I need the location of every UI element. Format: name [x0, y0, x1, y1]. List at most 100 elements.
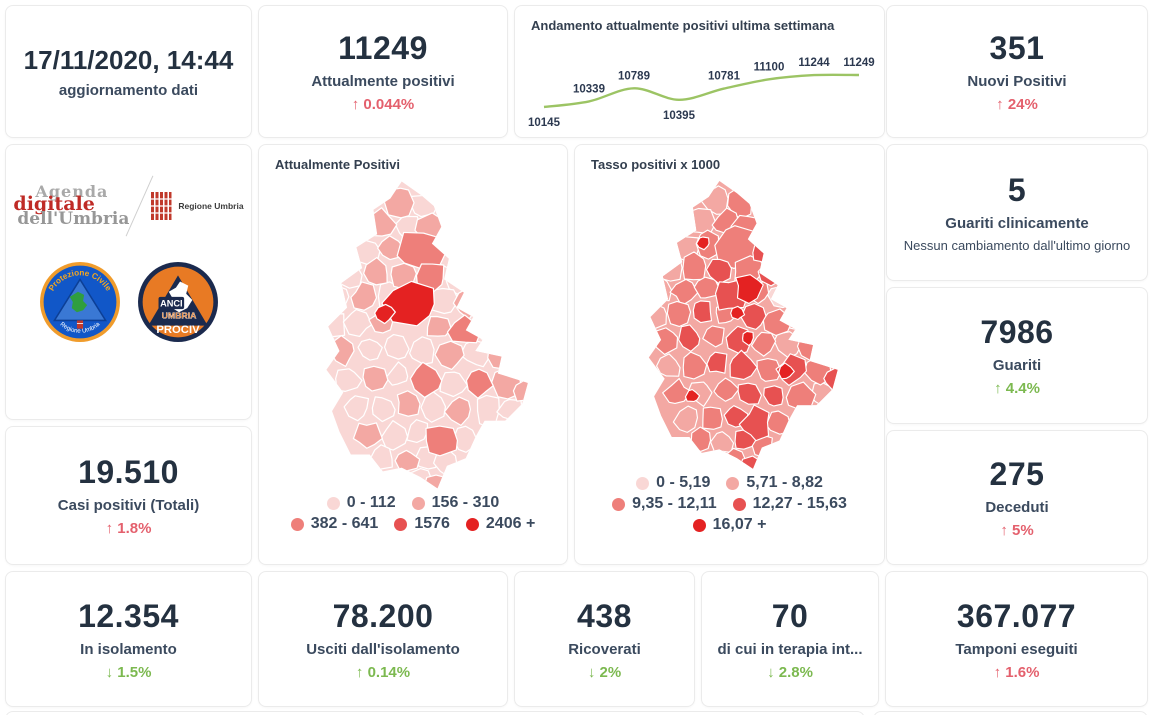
- municipality-region[interactable]: [733, 429, 756, 450]
- terapia-intensiva-trend: ↓ 2.8%: [767, 664, 813, 681]
- municipality-region[interactable]: [424, 474, 447, 493]
- municipality-region[interactable]: [741, 330, 754, 347]
- anci-umbria-text: UMBRIA: [161, 310, 197, 320]
- municipality-region[interactable]: [692, 300, 712, 324]
- legend-item[interactable]: 16,07 +: [692, 516, 766, 534]
- legend-dot: [636, 476, 650, 490]
- municipality-region[interactable]: [443, 396, 472, 427]
- municipality-region[interactable]: [487, 343, 512, 369]
- municipality-region[interactable]: [476, 394, 500, 429]
- municipality-region[interactable]: [777, 362, 795, 380]
- legend-dot: [290, 517, 304, 531]
- municipality-region[interactable]: [425, 425, 459, 457]
- municipality-region[interactable]: [739, 455, 763, 474]
- municipality-region[interactable]: [755, 358, 782, 382]
- municipality-region[interactable]: [374, 303, 396, 325]
- municipality-region[interactable]: [729, 305, 745, 321]
- casi-totali-trend: ↑ 1.8%: [106, 520, 152, 537]
- trend-data-label: 10781: [708, 71, 741, 83]
- municipality-region[interactable]: [729, 349, 758, 381]
- legend-label: 12,27 - 15,63: [752, 495, 847, 512]
- municipality-region[interactable]: [734, 274, 764, 305]
- municipality-region[interactable]: [701, 406, 723, 430]
- municipality-region[interactable]: [396, 231, 447, 270]
- municipality-region[interactable]: [751, 237, 774, 263]
- municipality-region[interactable]: [465, 368, 494, 399]
- legend-item[interactable]: 1576: [394, 515, 450, 533]
- map-tasso-positivi[interactable]: [604, 174, 856, 474]
- municipality-region[interactable]: [371, 396, 396, 423]
- municipality-region[interactable]: [705, 258, 732, 285]
- municipality-region[interactable]: [363, 256, 388, 286]
- municipality-region[interactable]: [343, 395, 370, 422]
- municipality-region[interactable]: [661, 377, 692, 404]
- municipality-region[interactable]: [350, 281, 378, 311]
- anci-prociv-logo: ANCI UMBRIA PROCIV: [137, 262, 218, 342]
- legend-dot: [732, 497, 746, 511]
- municipality-region[interactable]: [705, 351, 727, 374]
- municipality-region[interactable]: [323, 285, 350, 312]
- legend-item[interactable]: 5,71 - 8,82: [726, 474, 823, 492]
- municipality-region[interactable]: [672, 405, 698, 433]
- municipality-region[interactable]: [682, 351, 707, 380]
- municipality-region[interactable]: [822, 367, 845, 391]
- municipality-region[interactable]: [406, 419, 429, 444]
- municipality-region[interactable]: [357, 338, 383, 361]
- municipality-region[interactable]: [335, 368, 363, 393]
- municipality-region[interactable]: [693, 276, 721, 299]
- municipality-region[interactable]: [381, 280, 435, 327]
- arrow-down-icon: ↓: [105, 663, 114, 681]
- municipality-region[interactable]: [409, 336, 435, 365]
- legend-label: 0 - 5,19: [656, 474, 711, 491]
- guariti-trend: ↑ 4.4%: [994, 380, 1040, 397]
- municipality-region[interactable]: [712, 377, 739, 402]
- municipality-region[interactable]: [426, 315, 452, 337]
- tamponi-value: 367.077: [956, 597, 1077, 634]
- municipality-region[interactable]: [701, 325, 725, 348]
- legend-item[interactable]: 12,27 - 15,63: [732, 495, 847, 513]
- trend-data-label: 10145: [528, 117, 561, 129]
- municipality-region[interactable]: [762, 385, 784, 407]
- municipality-region[interactable]: [666, 300, 691, 328]
- municipality-region[interactable]: [668, 278, 698, 307]
- legend-dot: [692, 518, 706, 532]
- municipality-region[interactable]: [409, 361, 443, 398]
- municipality-region[interactable]: [737, 382, 762, 405]
- map-tasso-title: Tasso positivi x 1000: [591, 157, 721, 172]
- municipality-region[interactable]: [394, 449, 421, 473]
- municipality-region[interactable]: [684, 388, 700, 403]
- municipality-region[interactable]: [396, 390, 421, 417]
- trend-value: 2.8%: [778, 663, 813, 681]
- map-attualmente-positivi[interactable]: [279, 174, 547, 494]
- municipality-region[interactable]: [656, 257, 683, 282]
- municipality-region[interactable]: [750, 331, 776, 357]
- legend-dot: [726, 476, 740, 490]
- legend-item[interactable]: 0 - 5,19: [636, 474, 710, 492]
- municipality-region[interactable]: [655, 353, 681, 377]
- legend-item[interactable]: 382 - 641: [290, 515, 378, 533]
- municipality-region[interactable]: [695, 236, 710, 251]
- municipality-region[interactable]: [512, 379, 536, 402]
- trend-value: 0.14%: [367, 663, 411, 681]
- municipality-region[interactable]: [383, 187, 415, 219]
- municipality-region[interactable]: [434, 340, 465, 371]
- legend-item[interactable]: 9,35 - 12,11: [612, 495, 717, 513]
- map-attualmente-legend: 0 - 112 156 - 310 382 - 641 1576 2406 +: [259, 494, 567, 543]
- municipality-region[interactable]: [677, 324, 700, 352]
- municipality-region[interactable]: [342, 308, 373, 338]
- municipality-region[interactable]: [321, 313, 346, 338]
- municipality-region[interactable]: [685, 207, 716, 235]
- trend-value: 4.4%: [1005, 380, 1040, 397]
- municipality-region[interactable]: [420, 391, 447, 423]
- municipality-region[interactable]: [787, 310, 810, 331]
- municipality-region[interactable]: [383, 333, 410, 360]
- legend-item[interactable]: 0 - 112: [326, 494, 396, 512]
- guariti-clinicamente-value: 5: [1007, 172, 1027, 208]
- municipality-region[interactable]: [352, 422, 383, 449]
- municipality-region[interactable]: [362, 365, 389, 392]
- legend-item[interactable]: 156 - 310: [411, 494, 499, 512]
- municipality-region[interactable]: [643, 303, 667, 330]
- legend-item[interactable]: 2406 +: [465, 515, 535, 533]
- municipality-region[interactable]: [334, 262, 363, 289]
- trend-line-chart[interactable]: 10145 10339 10789 10395 10781 11100 11244 11249: [522, 35, 877, 131]
